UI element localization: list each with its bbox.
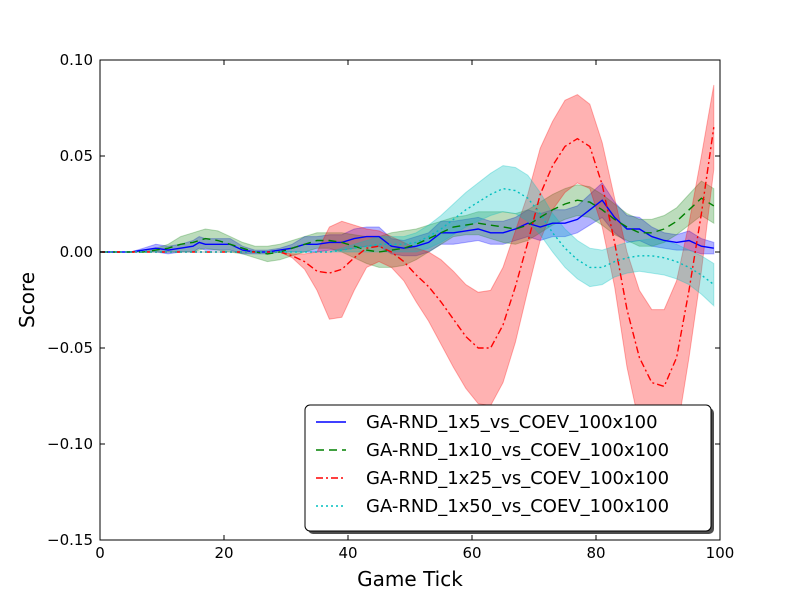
y-tick-label: 0.10 <box>60 51 93 69</box>
x-tick-label: 60 <box>462 544 481 562</box>
y-tick-label: −0.05 <box>47 339 93 357</box>
legend-label-2: GA-RND_1x10_vs_COEV_100x100 <box>366 440 669 461</box>
legend-label-1: GA-RND_1x5_vs_COEV_100x100 <box>366 412 658 433</box>
legend-label-4: GA-RND_1x50_vs_COEV_100x100 <box>366 496 669 517</box>
series-3-line <box>100 127 715 388</box>
y-axis-label: Score <box>15 272 39 328</box>
x-tick-label: 40 <box>338 544 357 562</box>
x-tick-label: 0 <box>95 544 105 562</box>
series-4-line <box>100 187 715 286</box>
x-tick-label: 80 <box>586 544 605 562</box>
y-axis-ticks: −0.15 −0.10 −0.05 0.00 0.05 0.10 <box>47 51 720 549</box>
legend-label-3: GA-RND_1x25_vs_COEV_100x100 <box>366 468 669 489</box>
y-tick-label: −0.10 <box>47 435 93 453</box>
y-tick-label: 0.05 <box>60 147 93 165</box>
y-tick-label: −0.15 <box>47 531 93 549</box>
series-1-line <box>100 199 714 253</box>
x-axis-label: Game Tick <box>357 567 463 591</box>
legend-box <box>304 404 712 532</box>
y-tick-label: 0.00 <box>60 243 93 261</box>
series-2-line <box>100 197 715 255</box>
x-axis-ticks: 0 20 40 60 80 100 <box>95 60 734 562</box>
series-lines <box>100 127 715 388</box>
legend: GA-RND_1x5_vs_COEV_100x100 GA-RND_1x10_vs… <box>304 404 714 534</box>
plot-frame <box>99 59 721 541</box>
x-tick-label: 100 <box>706 544 735 562</box>
x-tick-label: 20 <box>214 544 233 562</box>
